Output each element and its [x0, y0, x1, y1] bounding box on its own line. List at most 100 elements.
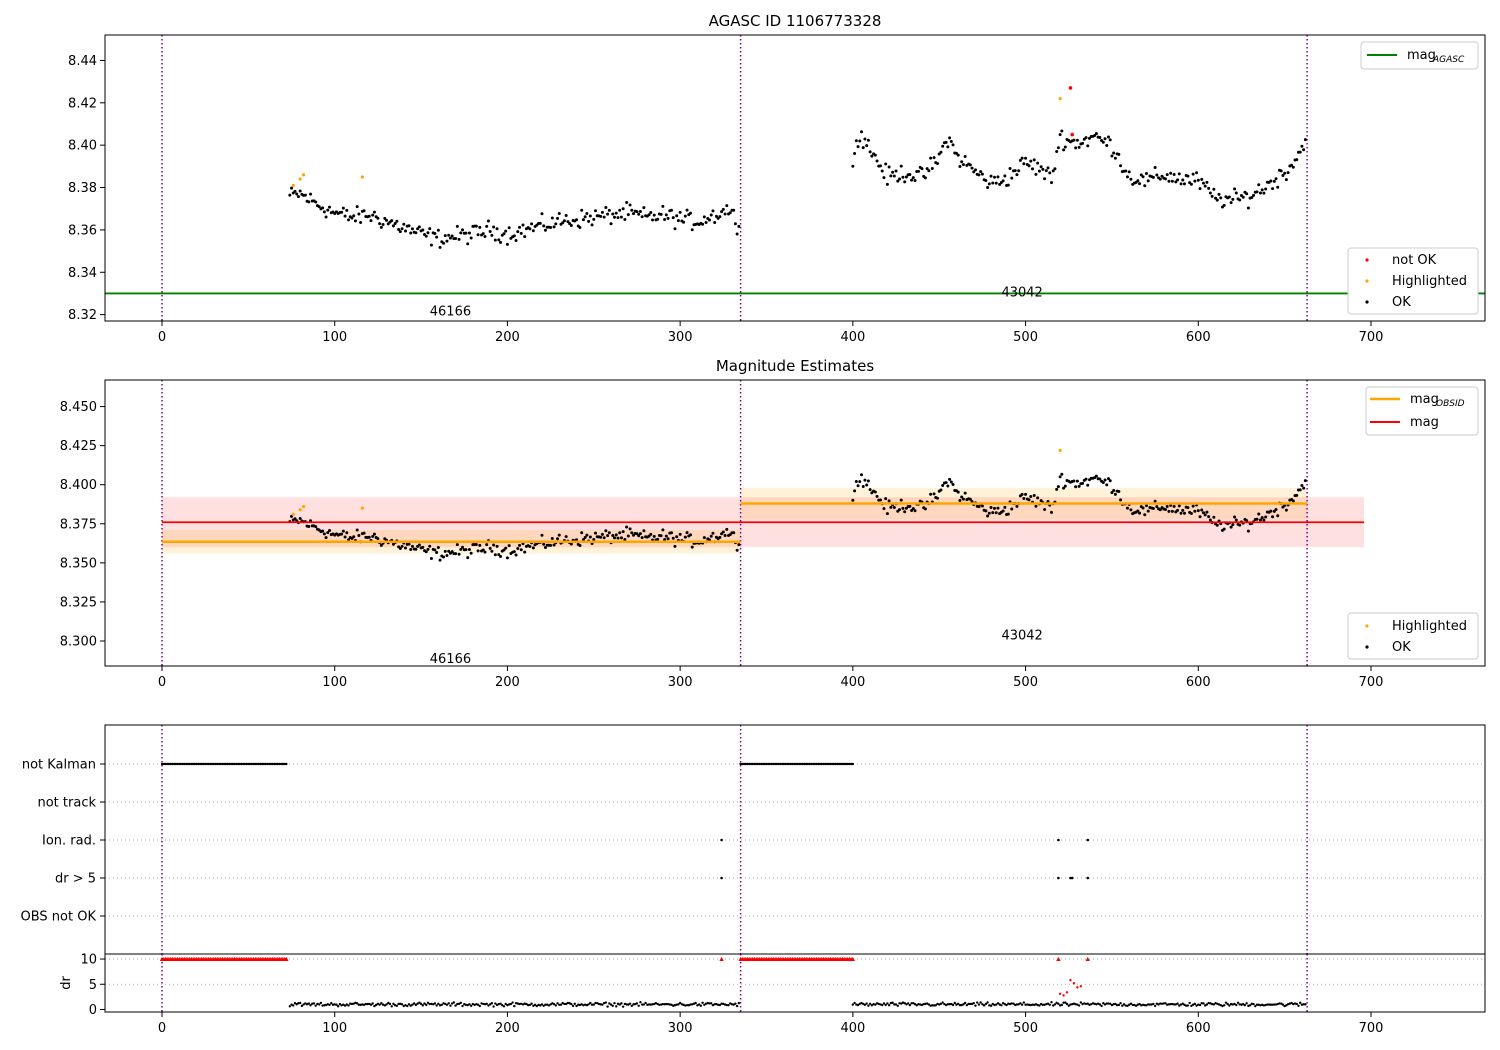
ok-point [1284, 508, 1288, 512]
y-tick-label: 8.34 [68, 266, 97, 281]
flag-point [777, 762, 780, 766]
flag-point [267, 762, 271, 766]
flag-point [782, 762, 785, 766]
dr-ok-point [967, 1002, 970, 1006]
dr-ok-point [447, 1002, 450, 1005]
ok-point [492, 225, 496, 229]
dr-ok-point [373, 1004, 376, 1008]
ok-point [1027, 498, 1031, 502]
ok-point [438, 558, 442, 562]
flag-point [233, 762, 236, 766]
dr-ok-point [499, 1002, 502, 1005]
ok-point [1170, 179, 1174, 183]
ok-point [958, 498, 962, 502]
ok-point [443, 549, 447, 553]
dr-ok-point [735, 1004, 739, 1008]
ok-point [1029, 494, 1033, 498]
ok-point [1200, 177, 1204, 181]
ok-point [676, 219, 680, 223]
ok-point [1264, 515, 1268, 519]
ok-point [637, 212, 641, 216]
ok-point [1233, 187, 1237, 191]
dr-ok-point [972, 1001, 975, 1005]
ok-point [690, 228, 694, 232]
y-tick-label: 8.40 [68, 139, 97, 154]
dr-ok-point [295, 1003, 298, 1006]
dr-ok-point [554, 1004, 557, 1007]
ok-point [1101, 140, 1105, 144]
ok-point [293, 517, 297, 521]
ok-point [604, 206, 608, 210]
ok-point [1189, 182, 1193, 186]
ok-point [1017, 169, 1021, 173]
flag-point [205, 762, 209, 766]
ok-point [1094, 474, 1098, 478]
ok-point [341, 529, 345, 533]
ok-point [1129, 177, 1133, 181]
dr-ok-point [312, 1002, 316, 1005]
ok-point [1234, 191, 1238, 195]
ok-point [628, 203, 632, 207]
ok-point [1281, 173, 1285, 177]
ok-point [1081, 141, 1085, 145]
dr-ok-point [502, 1005, 506, 1008]
flag-point [186, 762, 190, 766]
ok-point [970, 166, 974, 170]
ok-point [523, 550, 527, 554]
ok-point [594, 531, 598, 535]
ok-point [854, 139, 858, 143]
flag-point [818, 762, 822, 766]
ok-point [721, 207, 725, 211]
flag-point [754, 762, 758, 766]
dr-highlight-point [1076, 986, 1079, 989]
ok-point [1055, 487, 1059, 491]
flag-point [164, 762, 167, 766]
ok-point [870, 154, 874, 158]
ok-point [435, 551, 439, 555]
dr-ok-point [701, 1001, 704, 1005]
dr-ok-point [454, 1004, 457, 1007]
ok-point [343, 214, 347, 218]
ok-point [903, 180, 907, 184]
ok-point [1191, 172, 1195, 176]
dr-ok-point [1000, 1004, 1003, 1007]
ok-point [1108, 479, 1112, 483]
ok-point [407, 224, 411, 228]
flag-point [250, 762, 254, 766]
dr-ok-point [604, 1001, 608, 1004]
ok-point [994, 181, 998, 185]
ok-point [426, 231, 430, 235]
ok-point [1177, 504, 1181, 508]
ok-point [1113, 492, 1117, 496]
x-tick-label: 600 [1186, 675, 1211, 690]
dr-highlight-point [1058, 992, 1062, 996]
ok-point [490, 233, 494, 237]
dr-ok-point [1226, 1002, 1229, 1006]
dr-ok-point [1169, 1002, 1172, 1006]
flag-point [241, 762, 245, 766]
ok-point [1141, 506, 1145, 510]
ok-point [853, 151, 857, 155]
dr-ok-point [469, 1004, 473, 1007]
ok-point [946, 145, 950, 149]
ok-point [611, 212, 615, 216]
dr-ok-point [906, 1002, 910, 1005]
ok-point [1215, 198, 1219, 202]
ok-point [929, 156, 933, 160]
ok-point [1032, 494, 1036, 498]
ok-point [1291, 499, 1295, 503]
flag-point [1086, 876, 1090, 880]
ok-point [1172, 504, 1176, 508]
flag-point [176, 762, 179, 766]
dr-ok-point [969, 1002, 972, 1006]
dr-ok-point [1077, 1004, 1081, 1007]
dr-ok-point [1198, 1003, 1202, 1007]
ok-point [400, 227, 404, 231]
ok-point [908, 504, 912, 508]
ok-point [1279, 169, 1283, 173]
ok-point [619, 536, 623, 540]
dr-ok-point [718, 1003, 722, 1007]
ok-point [865, 483, 869, 487]
ok-point [1062, 148, 1066, 152]
